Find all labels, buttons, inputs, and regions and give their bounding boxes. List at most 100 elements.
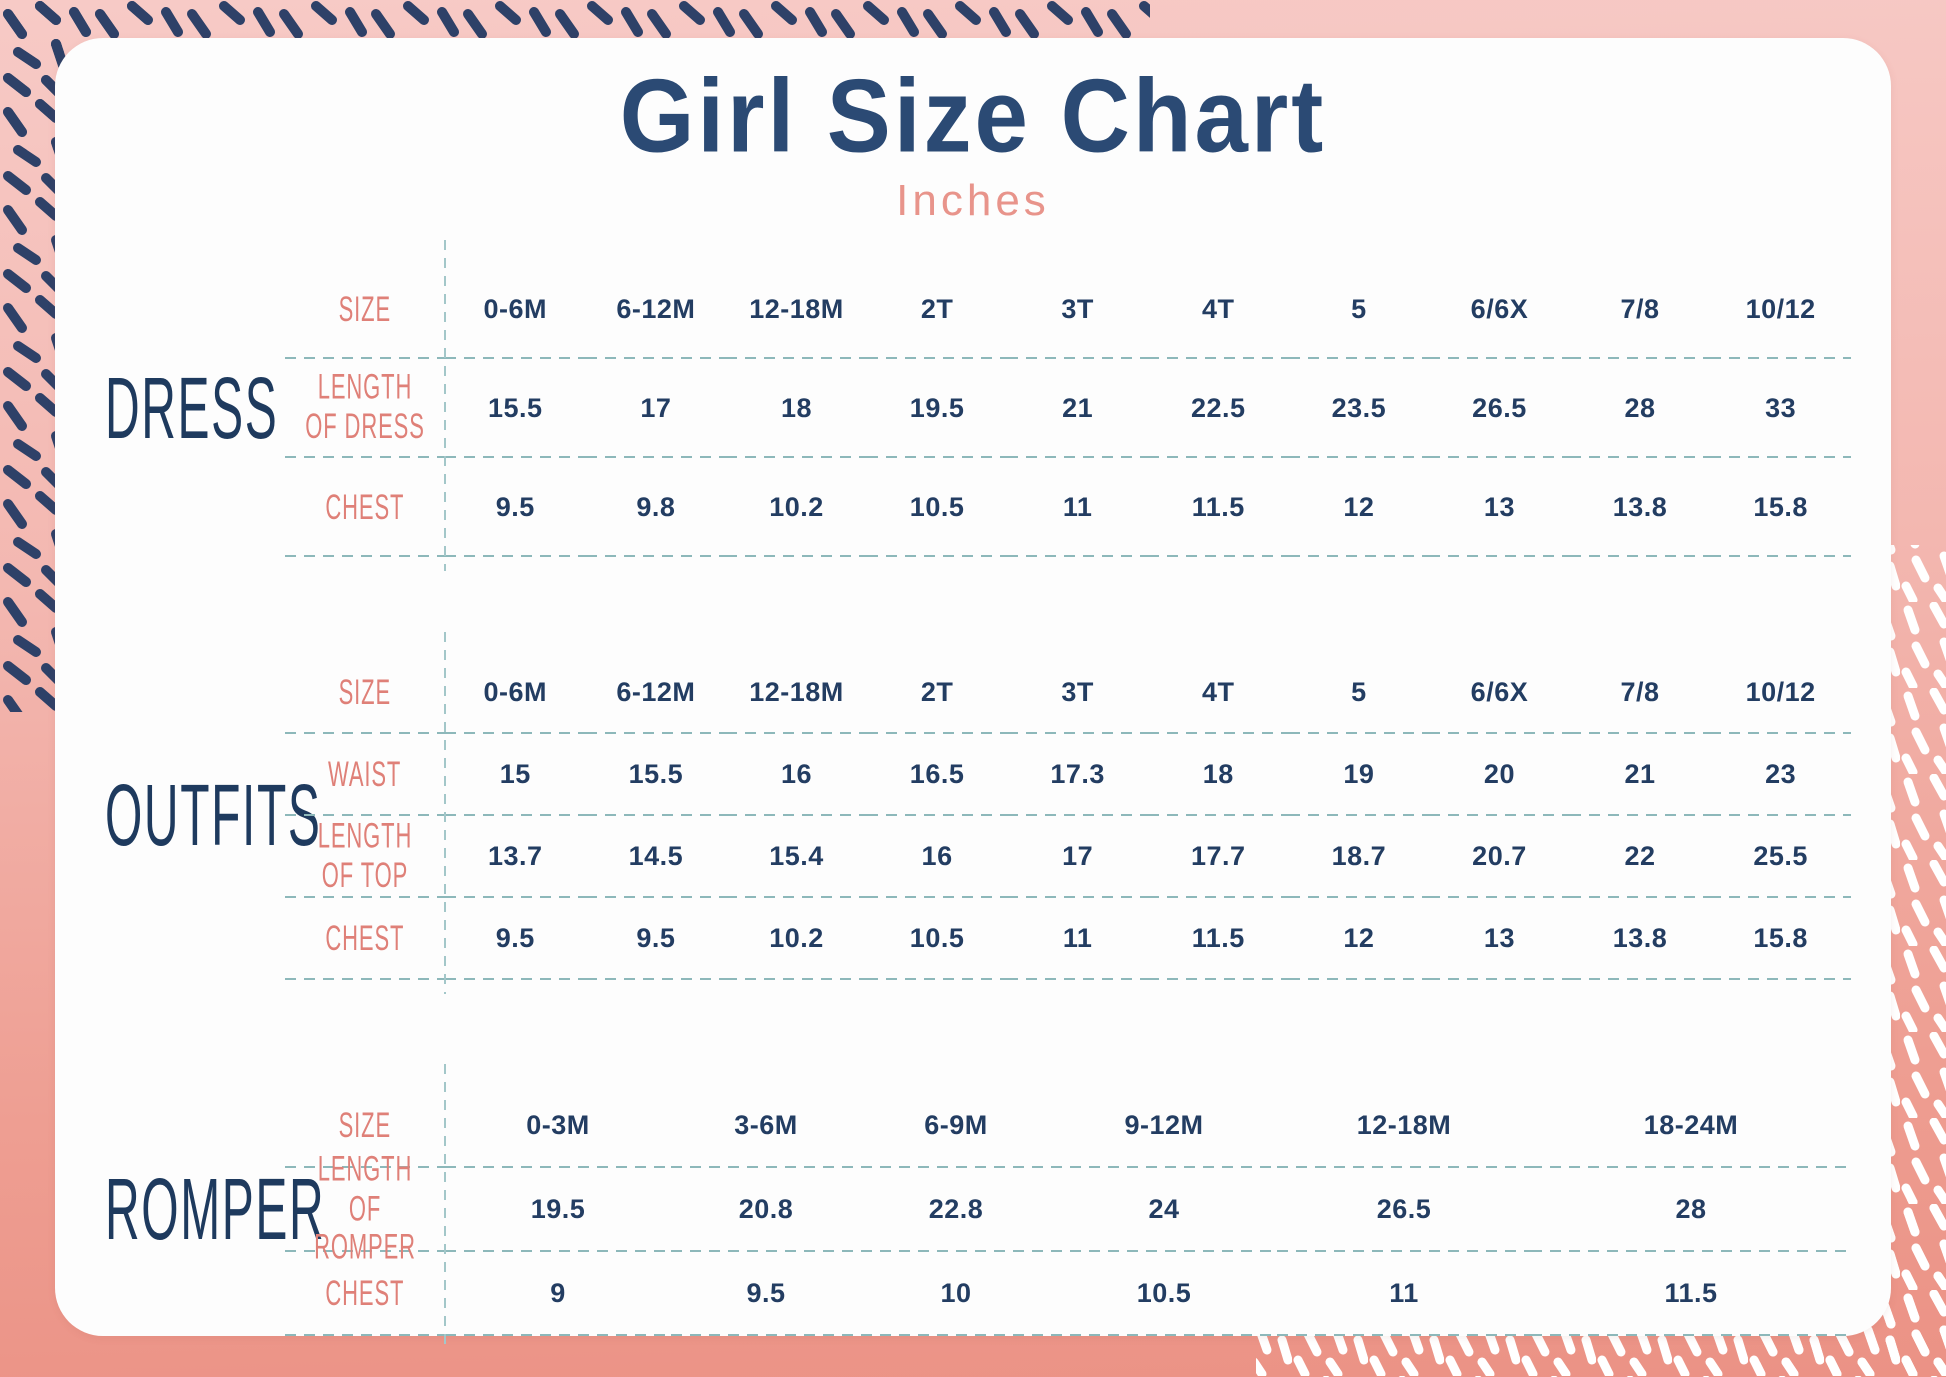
table-cell: 22 [1569, 815, 1711, 898]
row-label-cell: LENGTH OF ROMPER [285, 1150, 445, 1267]
dress-table-wrap: SIZE 0-6M 6-12M 12-18M 2T 3T 4T 5 6/6X 7… [285, 239, 1851, 571]
table-cell: 0-6M [445, 259, 586, 359]
table-cell: 26.5 [1429, 358, 1570, 458]
table-cell: 15.5 [445, 358, 586, 458]
row-label-cell: SIZE [285, 259, 445, 359]
table-row: CHEST 9.5 9.8 10.2 10.5 11 11.5 12 13 13… [285, 457, 1851, 557]
row-label: LENGTH OF DRESS [305, 367, 425, 447]
table-cell: 15.8 [1710, 457, 1851, 557]
table-cell: 6/6X [1429, 259, 1570, 359]
table-cell: 10.5 [866, 897, 1008, 980]
romper-table: SIZE 0-3M 3-6M 6-9M 9-12M 12-18M 18-24M … [285, 1083, 1851, 1336]
outfits-table: SIZE 0-6M 6-12M 12-18M 2T 3T 4T 5 6/6X 7… [285, 651, 1851, 980]
table-cell: 19.5 [866, 358, 1008, 458]
table-cell: 12-18M [726, 651, 867, 734]
table-cell: 6/6X [1429, 651, 1570, 734]
table-cell: 11.5 [1147, 897, 1289, 980]
table-cell: 6-12M [585, 651, 727, 734]
table-cell: 7/8 [1569, 259, 1711, 359]
table-cell: 22.5 [1147, 358, 1289, 458]
table-cell: 13 [1429, 457, 1570, 557]
table-cell: 3T [1007, 651, 1148, 734]
table-cell: 11 [1007, 457, 1148, 557]
table-cell: 28 [1531, 1167, 1851, 1252]
vertical-divider [444, 1063, 446, 1350]
table-cell: 17.7 [1147, 815, 1289, 898]
table-cell: 12 [1288, 457, 1430, 557]
table-cell: 5 [1288, 651, 1430, 734]
table-cell: 9.5 [445, 457, 586, 557]
table-cell: 23.5 [1288, 358, 1430, 458]
row-label: CHEST [325, 487, 405, 528]
row-label-cell: LENGTH OF DRESS [285, 358, 445, 458]
row-label: SIZE [338, 1105, 392, 1146]
table-cell: 10 [861, 1251, 1051, 1336]
table-cell: 17 [1007, 815, 1148, 898]
table-cell: 16.5 [866, 733, 1008, 816]
table-cell: 6-9M [861, 1083, 1051, 1168]
size-chart-card: Girl Size Chart Inches DRESS SIZE 0-6M 6… [55, 38, 1891, 1350]
page-title: Girl Size Chart [619, 58, 1327, 175]
table-cell: 21 [1007, 358, 1148, 458]
table-row: LENGTH OF ROMPER 19.5 20.8 22.8 24 26.5 … [285, 1150, 1851, 1267]
table-cell: 9.5 [671, 1251, 861, 1336]
table-row: SIZE 0-6M 6-12M 12-18M 2T 3T 4T 5 6/6X 7… [285, 259, 1851, 359]
table-cell: 9.8 [585, 457, 727, 557]
table-cell: 12 [1288, 897, 1430, 980]
table-cell: 24 [1051, 1167, 1277, 1252]
vertical-divider [444, 239, 446, 571]
table-cell: 20.7 [1429, 815, 1570, 898]
table-cell: 2T [866, 259, 1008, 359]
table-cell: 18 [1147, 733, 1289, 816]
table-cell: 3-6M [671, 1083, 861, 1168]
table-cell: 4T [1147, 651, 1289, 734]
table-cell: 15 [445, 733, 586, 816]
table-cell: 17 [585, 358, 727, 458]
table-cell: 3T [1007, 259, 1148, 359]
table-cell: 9 [445, 1251, 671, 1336]
row-label-cell: CHEST [285, 897, 445, 980]
table-cell: 7/8 [1569, 651, 1711, 734]
table-cell: 9.5 [445, 897, 586, 980]
row-label: SIZE [338, 672, 392, 713]
table-cell: 0-3M [445, 1083, 671, 1168]
table-cell: 2T [866, 651, 1008, 734]
table-cell: 18-24M [1531, 1083, 1851, 1168]
table-cell: 10.5 [866, 457, 1008, 557]
table-cell: 21 [1569, 733, 1711, 816]
dress-table: SIZE 0-6M 6-12M 12-18M 2T 3T 4T 5 6/6X 7… [285, 259, 1851, 557]
table-cell: 14.5 [585, 815, 727, 898]
table-cell: 10/12 [1710, 651, 1851, 734]
row-label: LENGTH OF TOP [317, 815, 413, 895]
outfits-section: OUTFITS SIZE 0-6M 6-12M 12-18M 2T 3T 4T … [55, 631, 1891, 994]
table-cell: 15.5 [585, 733, 727, 816]
romper-section: ROMPER SIZE 0-3M 3-6M 6-9M 9-12M 12-18M … [55, 1063, 1891, 1350]
row-label-cell: LENGTH OF TOP [285, 815, 445, 898]
outfits-section-title: OUTFITS [105, 767, 322, 865]
row-label: WAIST [328, 754, 402, 795]
table-cell: 22.8 [861, 1167, 1051, 1252]
row-label: LENGTH OF ROMPER [314, 1149, 416, 1268]
table-cell: 11.5 [1147, 457, 1289, 557]
romper-section-title: ROMPER [105, 1161, 326, 1259]
table-cell: 13 [1429, 897, 1570, 980]
row-label: CHEST [325, 918, 405, 959]
table-cell: 5 [1288, 259, 1430, 359]
table-cell: 10.5 [1051, 1251, 1277, 1336]
dress-section-title: DRESS [105, 359, 279, 457]
units-subtitle: Inches [896, 175, 1050, 225]
table-cell: 10.2 [726, 457, 867, 557]
table-cell: 0-6M [445, 651, 586, 734]
table-cell: 16 [866, 815, 1008, 898]
table-cell: 10/12 [1710, 259, 1851, 359]
table-row: SIZE 0-3M 3-6M 6-9M 9-12M 12-18M 18-24M [285, 1083, 1851, 1168]
dress-section: DRESS SIZE 0-6M 6-12M 12-18M 2T 3T 4T 5 … [55, 239, 1891, 571]
table-cell: 11 [1277, 1251, 1531, 1336]
table-row: LENGTH OF DRESS 15.5 17 18 19.5 21 22.5 … [285, 358, 1851, 458]
table-cell: 15.4 [726, 815, 867, 898]
table-cell: 11 [1007, 897, 1148, 980]
table-cell: 12-18M [1277, 1083, 1531, 1168]
table-cell: 20 [1429, 733, 1570, 816]
row-label: SIZE [338, 289, 392, 330]
